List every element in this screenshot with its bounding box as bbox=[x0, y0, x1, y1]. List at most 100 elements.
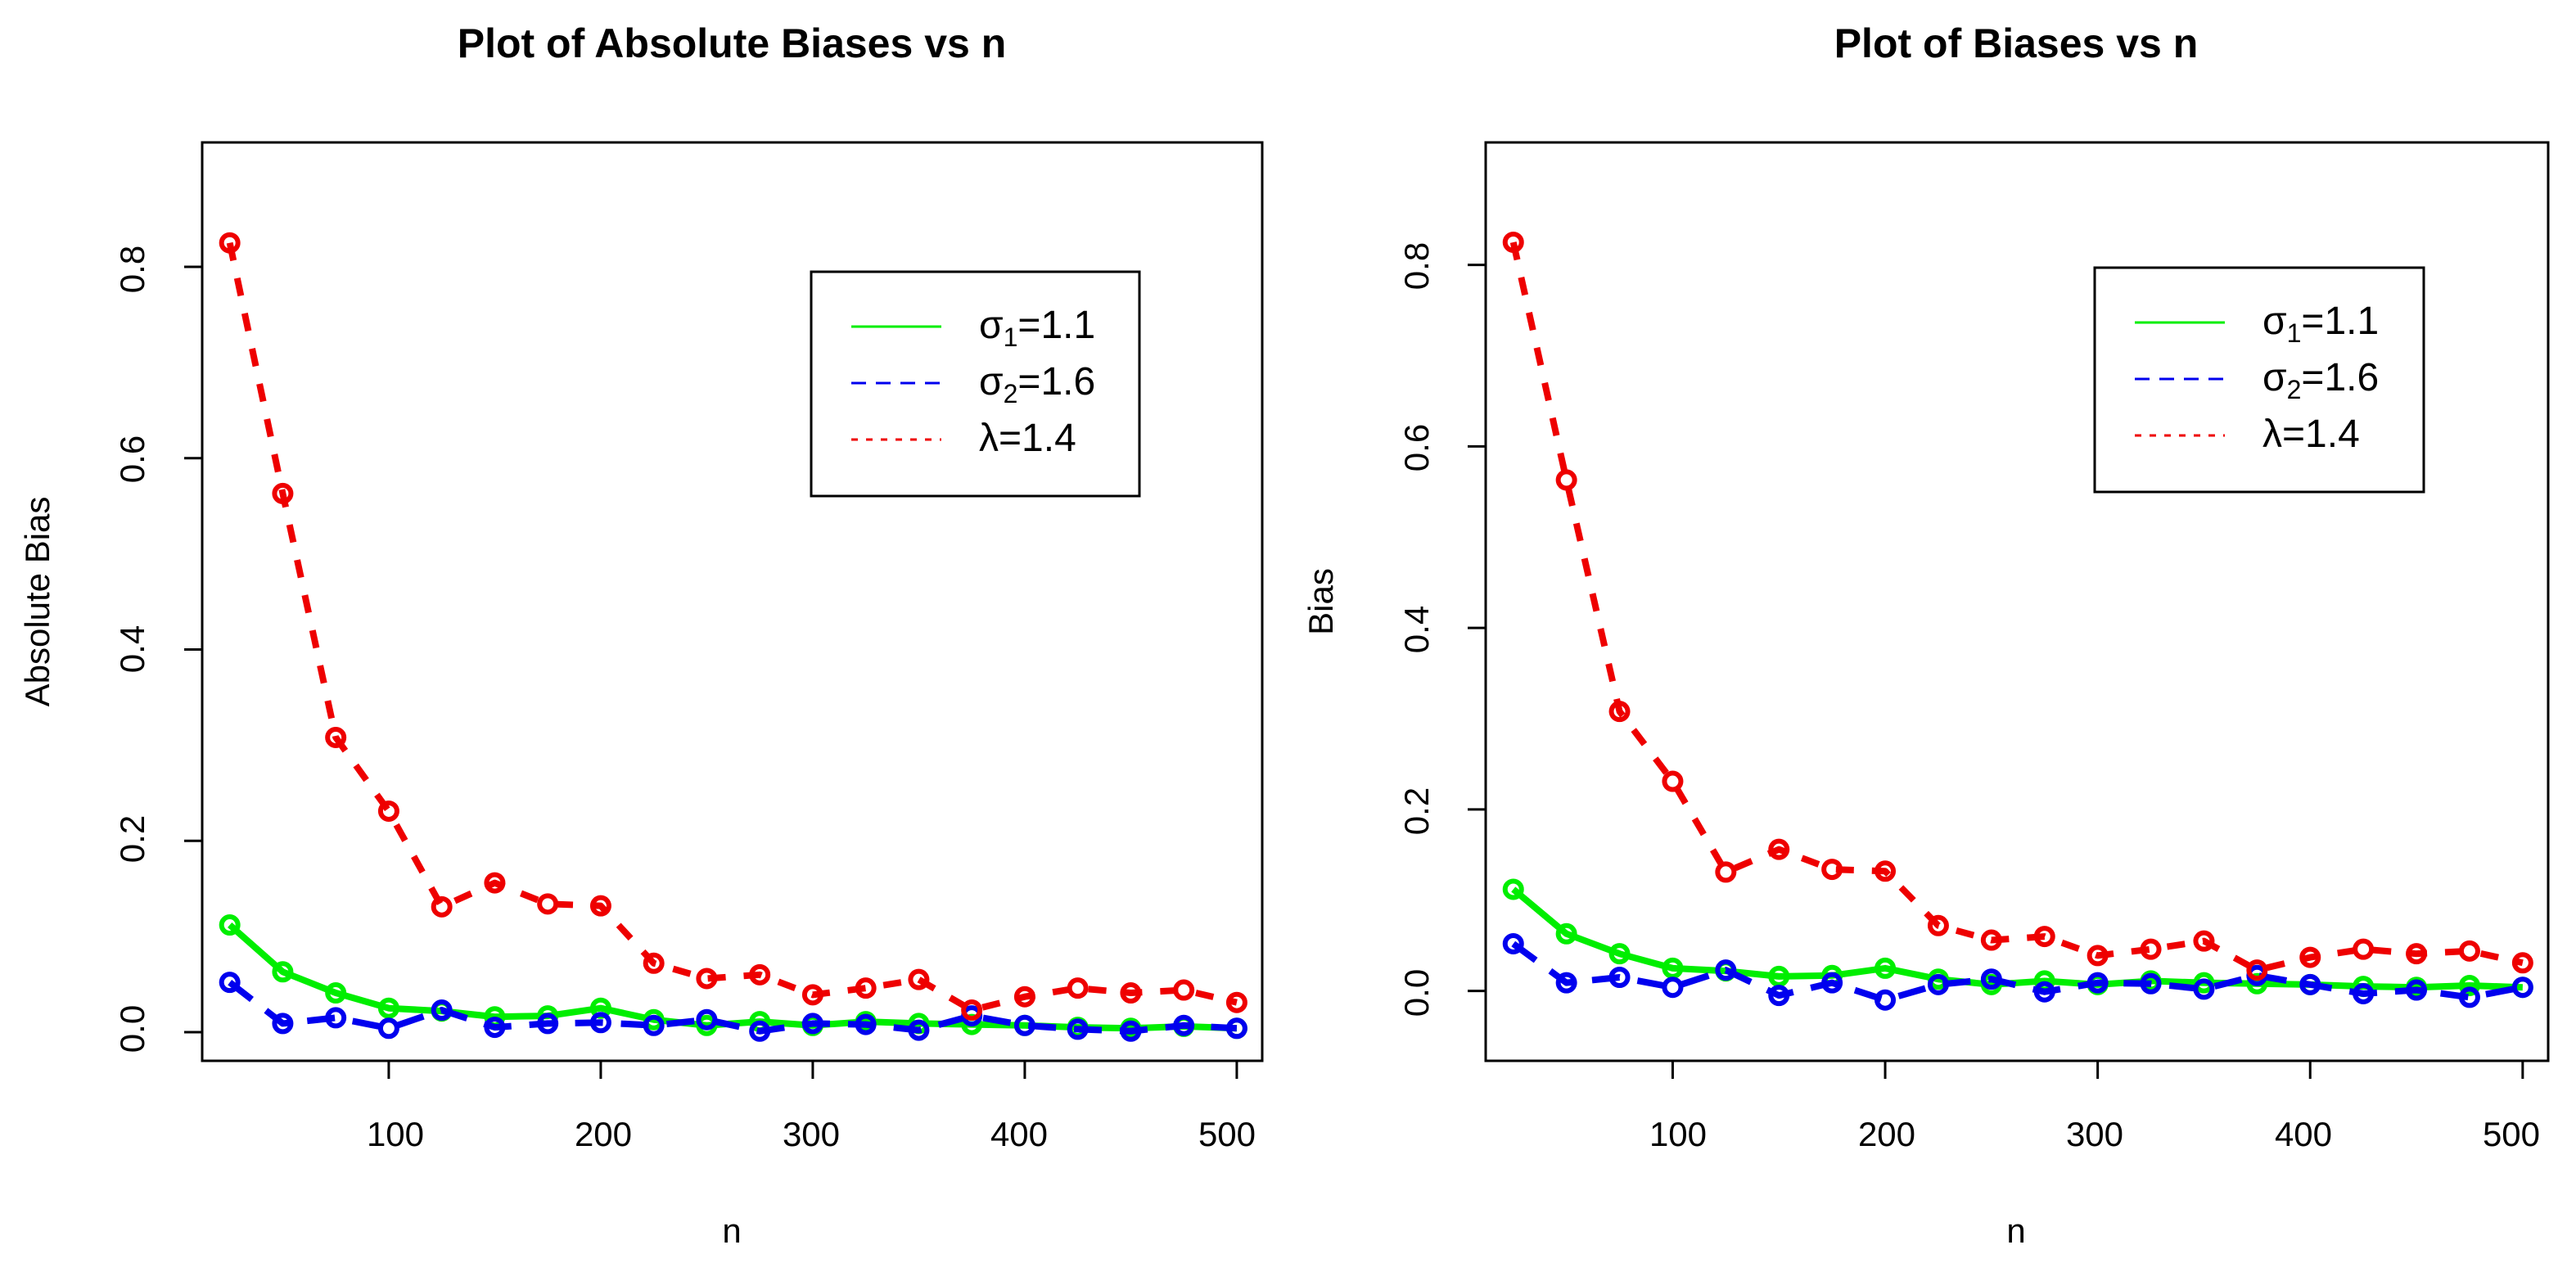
legend-label-value: =1.4 bbox=[2282, 413, 2360, 456]
legend-label-value: =1.6 bbox=[1017, 360, 1095, 404]
data-point bbox=[1608, 967, 1631, 988]
data-point bbox=[2087, 945, 2109, 967]
data-point bbox=[2458, 974, 2480, 996]
legend-label-subscript: 2 bbox=[1004, 379, 1018, 408]
data-point bbox=[2246, 959, 2268, 981]
data-point bbox=[431, 999, 453, 1022]
x-tick-label: 300 bbox=[783, 1115, 840, 1153]
data-point bbox=[1715, 861, 1737, 883]
legend-label: σ2=1.6 bbox=[979, 360, 1095, 408]
data-point bbox=[325, 982, 347, 1004]
legend-label-subscript: 1 bbox=[2287, 318, 2302, 348]
data-point bbox=[1555, 469, 1577, 491]
data-point bbox=[1555, 972, 1577, 994]
data-point bbox=[749, 963, 771, 986]
y-tick-label: 0.2 bbox=[1397, 787, 1436, 835]
legend-label-value: =1.1 bbox=[1017, 304, 1095, 347]
x-tick-label: 100 bbox=[1649, 1115, 1707, 1153]
data-point bbox=[1662, 977, 1684, 999]
data-point bbox=[1173, 1014, 1195, 1036]
data-point bbox=[2406, 979, 2428, 1001]
chart-title: Plot of Absolute Biases vs n bbox=[458, 20, 1007, 66]
y-tick-label: 0.0 bbox=[1397, 969, 1436, 1017]
data-point bbox=[2033, 926, 2055, 948]
data-point bbox=[1120, 1020, 1142, 1042]
y-axis-label: Absolute Bias bbox=[18, 497, 56, 707]
data-point bbox=[1013, 1014, 1035, 1036]
data-point bbox=[2299, 973, 2321, 995]
chart-title: Plot of Biases vs n bbox=[1834, 20, 2199, 66]
data-point bbox=[1502, 932, 1524, 954]
data-point bbox=[377, 1017, 399, 1040]
data-point bbox=[1608, 701, 1631, 723]
data-point bbox=[1927, 914, 1949, 936]
data-point bbox=[1067, 977, 1089, 999]
legend-entry: σ1=1.1 bbox=[979, 304, 1095, 352]
data-point bbox=[325, 726, 347, 748]
legend-label: σ1=1.1 bbox=[2262, 300, 2379, 348]
data-point bbox=[431, 895, 453, 918]
plot-frame bbox=[201, 141, 1264, 1062]
data-point bbox=[643, 952, 665, 974]
legend-label-symbol: σ bbox=[979, 304, 1004, 347]
x-tick-label: 200 bbox=[575, 1115, 632, 1153]
data-point bbox=[1821, 859, 1843, 881]
x-tick-label: 100 bbox=[367, 1115, 424, 1153]
data-point bbox=[749, 1020, 771, 1042]
data-point bbox=[801, 1013, 823, 1035]
legend: σ1=1.1 σ2=1.6 λ=1.4 bbox=[2093, 266, 2425, 494]
data-point bbox=[1608, 943, 1631, 965]
x-tick-label: 200 bbox=[1858, 1115, 1915, 1153]
data-point bbox=[219, 232, 241, 254]
data-point bbox=[325, 1007, 347, 1029]
data-point bbox=[1927, 973, 1949, 995]
x-tick-label: 300 bbox=[2066, 1115, 2123, 1153]
data-point bbox=[2140, 972, 2162, 995]
data-point bbox=[1013, 986, 1035, 1008]
data-point bbox=[696, 1008, 718, 1031]
data-point bbox=[908, 1019, 930, 1041]
data-point bbox=[1768, 985, 1790, 1007]
legend-label: λ=1.4 bbox=[979, 417, 1076, 460]
y-tick-label: 0.6 bbox=[113, 435, 151, 483]
data-point bbox=[2193, 930, 2215, 952]
y-tick-labels: 0.0 0.2 0.4 0.6 0.8 bbox=[1397, 242, 1436, 1017]
data-point bbox=[1225, 1017, 1247, 1040]
data-point bbox=[696, 968, 718, 990]
data-point bbox=[1555, 922, 1577, 945]
data-point bbox=[2299, 946, 2321, 968]
data-point bbox=[377, 800, 399, 822]
x-axis-label: n bbox=[2006, 1211, 2025, 1250]
legend-label: σ1=1.1 bbox=[979, 304, 1095, 352]
legend-label-subscript: 2 bbox=[2287, 375, 2302, 404]
data-point bbox=[2458, 940, 2480, 962]
data-point bbox=[1120, 982, 1142, 1004]
x-tick-labels: 100 200 300 400 500 bbox=[367, 1115, 1256, 1153]
data-point bbox=[855, 977, 877, 999]
y-tick-label: 0.8 bbox=[1397, 242, 1436, 290]
data-point bbox=[272, 1013, 294, 1035]
legend-label-symbol: σ bbox=[2262, 356, 2287, 399]
y-tick-label: 0.4 bbox=[1397, 606, 1436, 653]
legend-label-symbol: λ bbox=[2262, 413, 2282, 456]
y-tick-label: 0.0 bbox=[113, 1005, 151, 1053]
x-tick-label: 400 bbox=[990, 1115, 1048, 1153]
data-point bbox=[2140, 938, 2162, 960]
data-point bbox=[484, 872, 506, 894]
data-point bbox=[2033, 981, 2055, 1003]
y-tick-label: 0.6 bbox=[1397, 424, 1436, 471]
legend-entry: σ2=1.6 bbox=[2262, 356, 2379, 404]
data-point bbox=[2406, 943, 2428, 965]
plot-frame bbox=[1484, 141, 2550, 1062]
data-point bbox=[2353, 982, 2375, 1004]
x-tick-label: 500 bbox=[2483, 1115, 2540, 1153]
data-point bbox=[1225, 991, 1247, 1013]
y-tick-label: 0.8 bbox=[113, 246, 151, 293]
data-point bbox=[2246, 972, 2268, 995]
panel-bias: Plot of Biases vs n 0.0 0.2 0.4 0.6 0.8 … bbox=[1302, 20, 2550, 1250]
data-point bbox=[1768, 965, 1790, 987]
legend-label-symbol: λ bbox=[979, 417, 999, 460]
y-tick-label: 0.4 bbox=[113, 625, 151, 673]
legend: σ1=1.1 σ2=1.6 λ=1.4 bbox=[810, 270, 1141, 498]
